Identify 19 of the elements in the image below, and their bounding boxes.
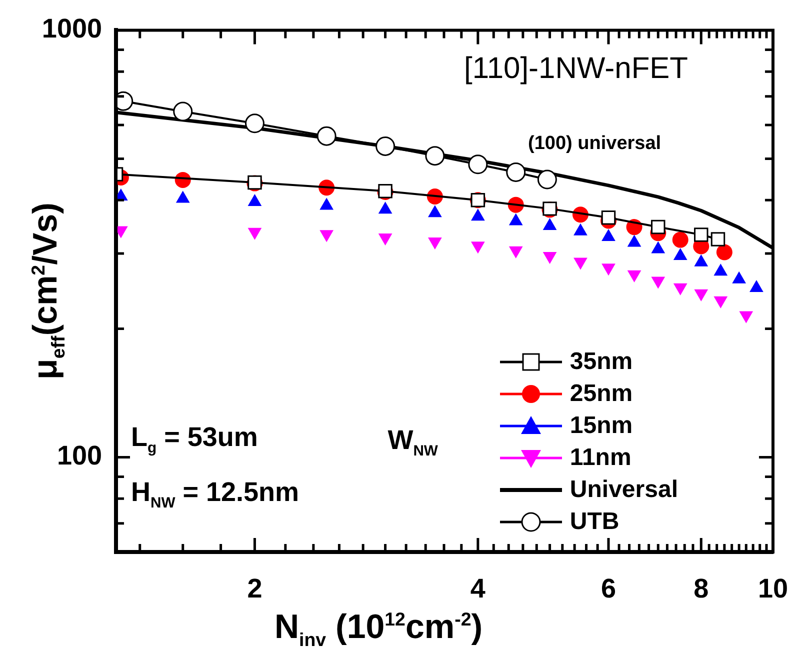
- legend-label: 11nm: [570, 444, 632, 472]
- annotation: (100) universal: [528, 133, 662, 156]
- text: [110]-1NW-nFET: [464, 52, 688, 86]
- x-tick-label: 10: [758, 574, 788, 604]
- x-axis-title: N$_{inv}$ (10$^{12}$cm$^{-2}$): [274, 608, 483, 651]
- annotation: H$_{NW}$ = 12.5nm: [131, 477, 300, 512]
- y-tick-label: 100: [56, 440, 102, 471]
- legend-title: W$_{NW}$: [388, 424, 438, 460]
- annotation: L$_{g}$ = 53um: [131, 422, 258, 456]
- legend-label: 15nm: [570, 412, 633, 440]
- legend-label: Universal: [570, 476, 678, 504]
- legend-label: 25nm: [570, 380, 633, 408]
- legend-label: 35nm: [570, 348, 633, 376]
- x-tick-label: 2: [247, 574, 262, 604]
- y-tick-label: 1000: [42, 14, 102, 44]
- x-tick-label: 8: [694, 574, 709, 604]
- legend-label: UTB: [570, 508, 620, 536]
- x-tick-label: 6: [600, 574, 616, 604]
- x-tick-label: 4: [470, 574, 486, 604]
